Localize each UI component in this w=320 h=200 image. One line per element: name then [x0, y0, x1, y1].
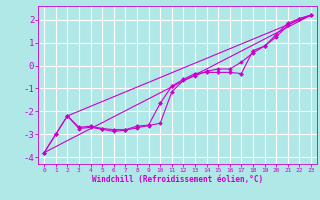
- X-axis label: Windchill (Refroidissement éolien,°C): Windchill (Refroidissement éolien,°C): [92, 175, 263, 184]
